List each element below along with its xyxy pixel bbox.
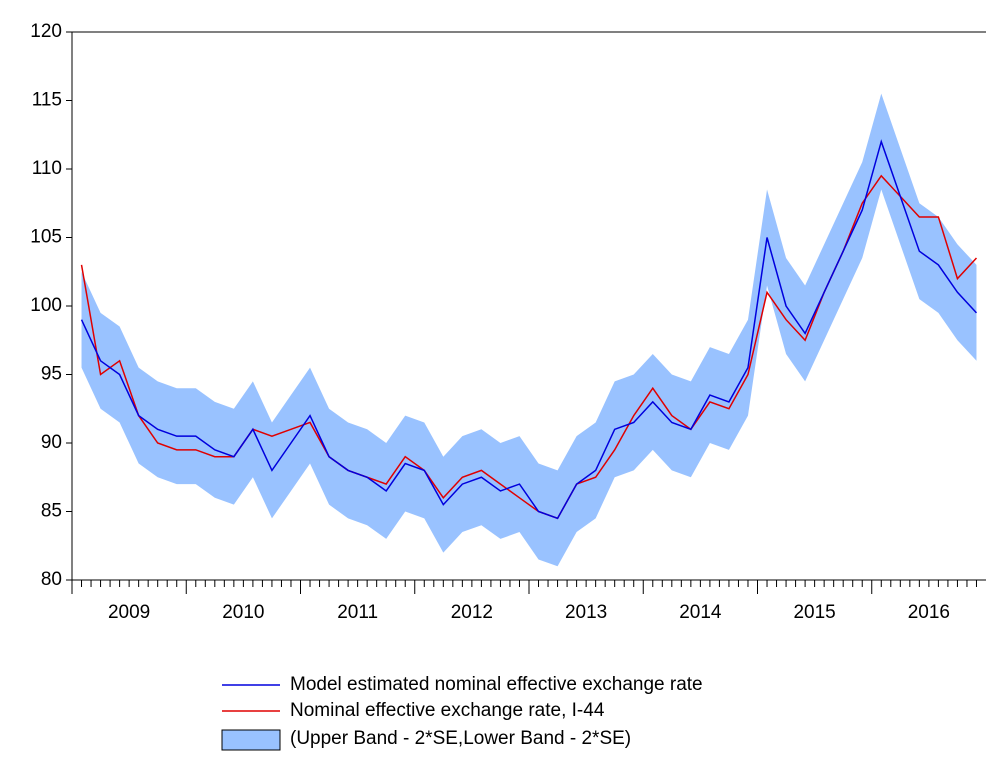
x-tick-label: 2015 (793, 602, 835, 623)
legend-label: Model estimated nominal effective exchan… (290, 674, 703, 695)
y-tick-label: 105 (30, 227, 62, 248)
legend-swatch (221, 729, 281, 751)
x-tick-label: 2010 (222, 602, 264, 623)
y-tick-label: 110 (32, 158, 62, 179)
x-tick-label: 2009 (108, 602, 150, 623)
data-line (80, 139, 978, 520)
legend-label: Nominal effective exchange rate, I-44 (290, 700, 605, 721)
y-tick-label: 115 (32, 90, 62, 111)
x-tick-label: 2014 (679, 602, 722, 623)
x-tick-label: 2011 (337, 602, 378, 623)
legend-label: (Upper Band - 2*SE,Lower Band - 2*SE) (290, 728, 631, 749)
x-tick-label: 2013 (565, 602, 607, 623)
y-tick-label: 95 (41, 364, 62, 385)
y-tick-label: 90 (41, 432, 62, 453)
y-tick-label: 80 (41, 569, 62, 590)
y-tick-label: 85 (41, 501, 62, 522)
y-tick-label: 100 (30, 295, 62, 316)
y-tick-label: 120 (30, 21, 62, 42)
x-tick-label: 2016 (908, 602, 950, 623)
x-tick-label: 2012 (451, 602, 493, 623)
error-band (81, 93, 977, 567)
